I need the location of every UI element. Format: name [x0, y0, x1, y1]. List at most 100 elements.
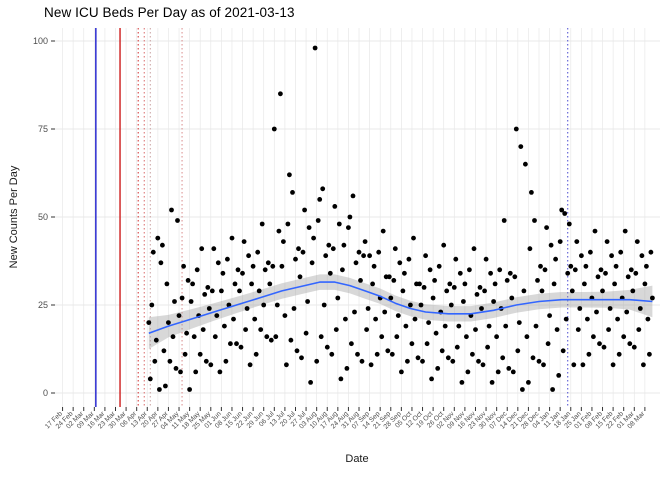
scatter-point	[621, 334, 627, 340]
scatter-point	[402, 270, 407, 276]
scatter-point	[361, 253, 366, 259]
scatter-point	[579, 253, 584, 259]
scatter-point	[250, 263, 256, 269]
scatter-point	[290, 190, 295, 195]
scatter-point	[592, 228, 598, 234]
scatter-point	[282, 313, 288, 318]
scatter-point	[391, 278, 397, 283]
scatter-point	[636, 327, 642, 332]
scatter-point	[595, 274, 601, 280]
scatter-point	[329, 351, 335, 357]
scatter-point	[355, 351, 360, 357]
scatter-point	[551, 281, 557, 287]
scatter-point	[447, 281, 453, 287]
scatter-point	[445, 355, 451, 361]
scatter-point	[206, 306, 212, 311]
y-tick-label: 25	[38, 300, 48, 310]
scatter-point	[379, 334, 385, 340]
scatter-point	[492, 281, 498, 287]
scatter-point	[524, 334, 530, 340]
scatter-point	[548, 242, 554, 248]
scatter-point	[412, 316, 418, 322]
scatter-point	[527, 246, 533, 252]
scatter-point	[506, 366, 512, 371]
scatter-point	[615, 316, 620, 322]
scatter-point	[205, 285, 211, 290]
scatter-point	[173, 366, 179, 371]
scatter-point	[199, 246, 205, 252]
scatter-point	[202, 292, 208, 297]
scatter-point	[417, 281, 422, 287]
scatter-point	[297, 274, 303, 280]
scatter-point	[606, 327, 611, 332]
scatter-point	[423, 253, 428, 259]
scatter-point	[185, 278, 191, 283]
scatter-point	[476, 358, 481, 364]
scatter-point	[572, 267, 578, 273]
y-axis-labels: 0 25 50 75 100	[33, 36, 48, 398]
scatter-point	[362, 239, 368, 245]
scatter-point	[594, 309, 599, 315]
scatter-point	[569, 288, 575, 294]
scatter-point	[264, 334, 270, 340]
scatter-point	[591, 334, 596, 340]
scatter-point	[288, 337, 294, 343]
scatter-point	[477, 285, 483, 290]
scatter-point	[255, 249, 261, 255]
scatter-point	[588, 249, 593, 255]
scatter-point	[597, 341, 602, 347]
scatter-point	[193, 369, 199, 375]
scatter-point	[467, 267, 472, 273]
scatter-point	[650, 295, 655, 301]
scatter-point	[338, 376, 344, 382]
scatter-point	[181, 263, 187, 269]
scatter-point	[157, 387, 162, 392]
scatter-point	[273, 334, 279, 340]
scatter-point	[507, 270, 513, 276]
scatter-point	[229, 235, 235, 241]
scatter-point	[501, 218, 507, 223]
scatter-point	[385, 348, 391, 354]
scatter-point	[220, 270, 226, 276]
scatter-point	[633, 270, 639, 276]
scatter-point	[545, 341, 551, 347]
scatter-point	[454, 344, 460, 350]
scatter-point	[586, 351, 592, 357]
scatter-point	[222, 323, 227, 329]
scatter-point	[630, 288, 636, 294]
scatter-point	[302, 207, 307, 213]
scatter-point	[607, 306, 613, 311]
scatter-point	[175, 218, 180, 223]
scatter-point	[403, 323, 409, 329]
scatter-point	[315, 218, 321, 223]
scatter-point	[409, 341, 415, 347]
scatter-point	[336, 221, 342, 227]
scatter-point	[406, 256, 412, 262]
scatter-point	[547, 313, 552, 318]
scatter-point	[182, 351, 188, 357]
gridlines	[55, 28, 660, 407]
scatter-point	[529, 190, 534, 195]
scatter-point	[497, 267, 503, 273]
scatter-point	[618, 249, 624, 255]
scatter-point	[279, 263, 285, 269]
scatter-point	[510, 369, 516, 375]
scatter-point	[262, 267, 268, 273]
scatter-point	[352, 309, 357, 315]
scatter-point	[326, 242, 332, 248]
scatter-point	[343, 316, 348, 322]
scatter-point	[246, 253, 252, 259]
scatter-point	[598, 267, 604, 273]
scatter-point	[252, 316, 258, 322]
scatter-point	[426, 320, 431, 325]
scatter-point	[320, 186, 326, 192]
scatter-point	[565, 270, 571, 276]
y-tick-label: 100	[33, 36, 48, 46]
scatter-point	[645, 316, 651, 322]
scatter-point	[223, 358, 229, 364]
scatter-point	[628, 267, 634, 273]
scatter-point	[394, 334, 400, 340]
scatter-point	[520, 387, 525, 392]
scatter-point	[330, 246, 336, 252]
scatter-point	[160, 242, 165, 248]
